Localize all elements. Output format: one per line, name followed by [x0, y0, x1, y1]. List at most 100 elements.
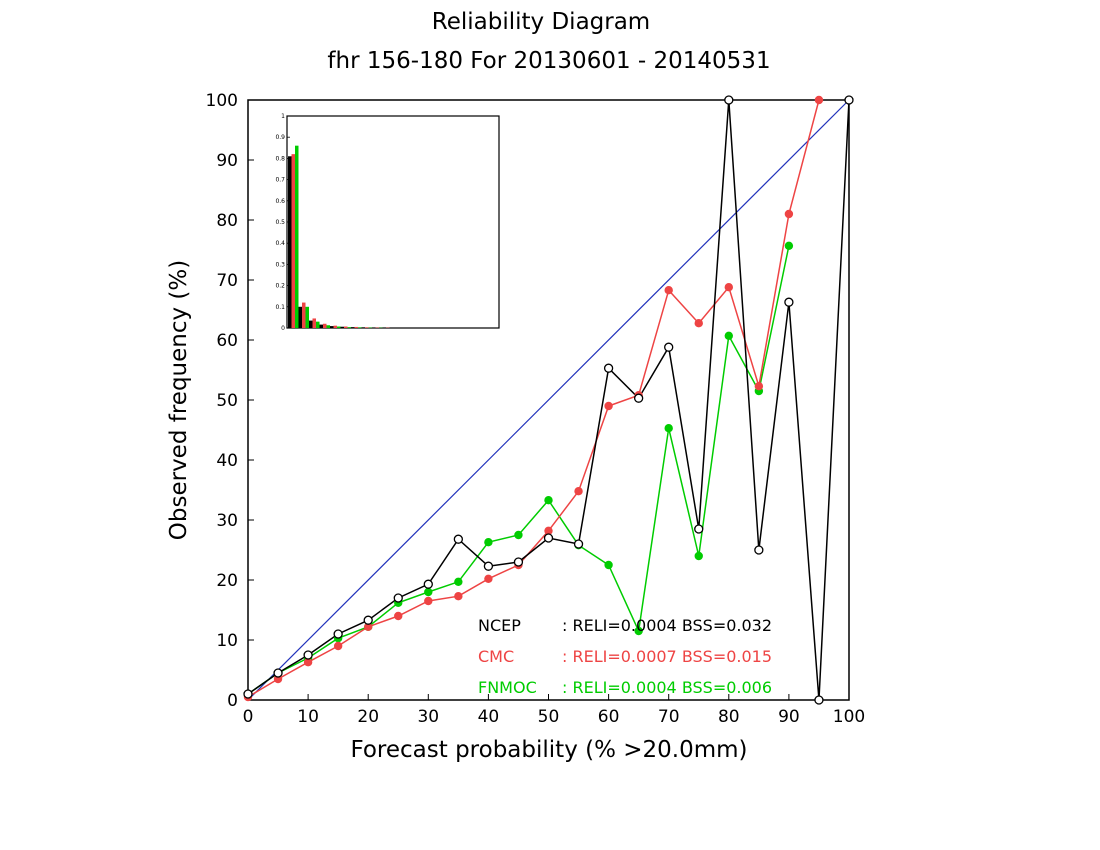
inset-bar-cmc — [333, 325, 337, 328]
perfect-reliability-line — [247, 99, 850, 701]
inset-bar-fnmoc — [347, 327, 351, 328]
ncep-data-point — [423, 579, 433, 589]
inset-y-tick-label: 0.3 — [275, 261, 285, 268]
legend-cmc-stats: : RELI=0.0007 BSS=0.015 — [562, 647, 772, 666]
x-tick-label: 0 — [243, 707, 254, 727]
y-tick-label: 0 — [227, 691, 238, 711]
inset-y-tick-label: 0.5 — [275, 219, 285, 226]
y-tick-label: 70 — [216, 271, 238, 291]
cmc-data-point — [604, 401, 613, 411]
legend-fnmoc-stats: : RELI=0.0004 BSS=0.006 — [562, 678, 772, 697]
inset-y-tick-label: 0.8 — [275, 155, 285, 162]
ncep-data-point — [333, 629, 343, 639]
plot-area: 0 10 20 30 40 50 60 70 80 90 100010203040506070809… — [206, 91, 866, 727]
y-axis-label: Observed frequency (%) — [166, 260, 192, 540]
ncep-data-point — [393, 593, 403, 603]
legend-ncep-stats: : RELI=0.0004 BSS=0.032 — [562, 616, 772, 635]
legend-fnmoc-name: FNMOC — [478, 678, 537, 697]
ncep-data-point — [784, 297, 794, 307]
y-tick-label: 100 — [206, 91, 238, 111]
inset-y-tick-label: 0.6 — [275, 198, 285, 205]
ncep-data-point — [513, 557, 524, 567]
inset-bar-cmc — [365, 327, 369, 328]
x-tick-label: 30 — [417, 707, 439, 727]
ncep-data-point — [543, 533, 554, 543]
cmc-data-point — [784, 209, 794, 219]
cmc-data-point — [814, 95, 824, 105]
x-tick-label: 50 — [538, 707, 560, 727]
y-tick-label: 80 — [216, 211, 238, 231]
inset-bar-ncep — [319, 324, 323, 328]
y-tick-label: 60 — [216, 331, 238, 351]
inset-bar-cmc — [344, 326, 348, 328]
y-tick-label: 90 — [216, 151, 238, 171]
inset-y-tick-label: 0.2 — [275, 283, 285, 290]
inset-bar-fnmoc — [358, 327, 362, 328]
ncep-data-point — [694, 524, 704, 534]
cmc-data-point — [574, 487, 583, 496]
ncep-data-point — [754, 545, 764, 555]
inset-y-tick-label: 0.9 — [275, 134, 285, 141]
inset-bar-ncep — [340, 326, 344, 328]
cmc-data-point — [754, 382, 764, 391]
fnmoc-data-point — [724, 331, 733, 340]
inset-y-tick-label: 0.7 — [275, 177, 285, 184]
inset-bar-fnmoc — [326, 325, 330, 328]
inset-bar-ncep — [309, 320, 313, 328]
x-tick-label: 90 — [778, 707, 800, 727]
inset-bar-cmc — [291, 154, 295, 328]
cmc-data-point — [303, 658, 313, 667]
inset-y-tick-label: 0.4 — [275, 240, 285, 247]
ncep-data-point — [814, 695, 824, 705]
ncep-data-point — [664, 342, 674, 352]
y-tick-label: 30 — [216, 511, 238, 531]
y-tick-label: 10 — [216, 631, 238, 651]
inset-y-tick-label: 1 — [281, 113, 285, 120]
inset-y-tick-label: 0 — [281, 325, 285, 332]
x-axis-label: Forecast probability (% >20.0mm) — [350, 737, 747, 763]
ncep-data-point — [603, 363, 614, 373]
ncep-data-point — [724, 95, 734, 105]
ncep-data-point — [483, 561, 494, 571]
cmc-series-line — [247, 99, 820, 698]
fnmoc-data-point — [664, 424, 673, 433]
x-tick-label: 60 — [598, 707, 620, 727]
fnmoc-data-point — [604, 560, 613, 570]
fnmoc-data-point — [454, 577, 463, 586]
cmc-data-point — [724, 283, 733, 292]
legend-cmc-name: CMC — [478, 647, 514, 666]
y-tick-label: 40 — [216, 451, 238, 471]
fnmoc-data-point — [424, 587, 433, 597]
inset-bar-fnmoc — [337, 326, 341, 328]
inset-bar-fnmoc — [295, 145, 299, 328]
x-tick-label: 100 — [833, 707, 865, 727]
cmc-data-point — [664, 286, 673, 295]
cmc-data-point — [454, 592, 463, 601]
inset-y-tick-label: 0.1 — [275, 304, 285, 311]
cmc-data-point — [544, 526, 553, 535]
inset-bar-ncep — [351, 327, 355, 328]
inset-bar-cmc — [312, 318, 316, 328]
x-tick-label: 80 — [718, 707, 740, 727]
ncep-data-point — [634, 393, 644, 403]
inset-bar-cmc — [323, 323, 327, 328]
inset-bar-ncep — [298, 306, 302, 328]
x-tick-label: 70 — [658, 707, 680, 727]
fnmoc-data-point — [784, 241, 794, 250]
ncep-data-point — [844, 95, 854, 105]
inset-bar-cmc — [302, 302, 306, 328]
ncep-data-point — [573, 539, 584, 549]
inset-bar-fnmoc — [316, 321, 320, 328]
fnmoc-data-point — [544, 496, 553, 505]
y-tick-label: 50 — [216, 391, 238, 411]
inset-bar-ncep — [330, 326, 334, 328]
inset-frame — [286, 115, 500, 329]
ncep-data-point — [273, 668, 283, 678]
cmc-data-point — [333, 641, 343, 651]
fnmoc-data-point — [634, 626, 643, 636]
cmc-data-point — [694, 319, 703, 328]
x-tick-label: 20 — [357, 707, 379, 727]
x-tick-label: 40 — [478, 707, 500, 727]
y-tick-label: 20 — [216, 571, 238, 591]
